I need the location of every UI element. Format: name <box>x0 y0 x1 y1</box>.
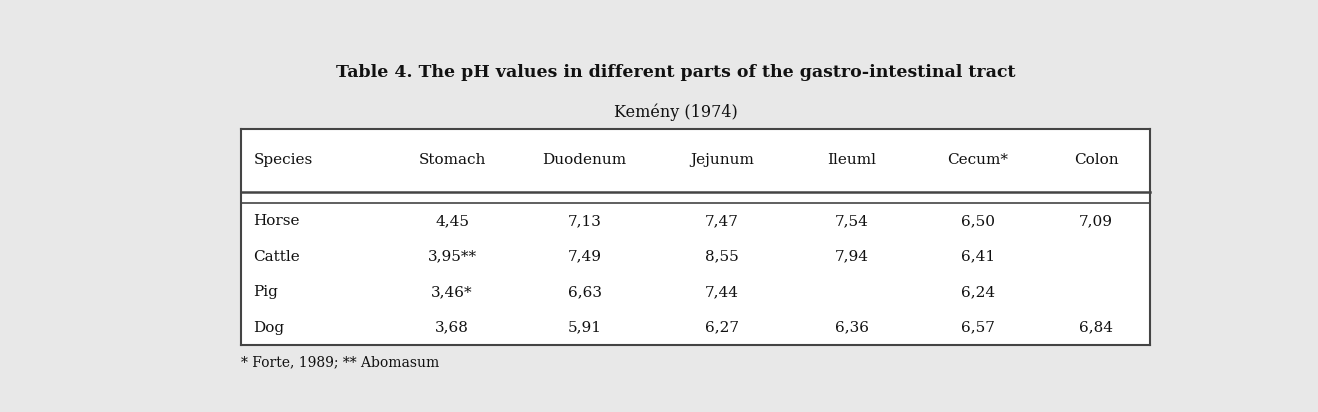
Text: 6,41: 6,41 <box>961 250 995 264</box>
Text: 6,84: 6,84 <box>1079 321 1112 335</box>
Text: Colon: Colon <box>1074 154 1118 167</box>
Text: 7,13: 7,13 <box>568 214 601 228</box>
Text: Dog: Dog <box>253 321 285 335</box>
Text: 8,55: 8,55 <box>705 250 739 264</box>
Text: Kemény (1974): Kemény (1974) <box>614 103 737 121</box>
Text: * Forte, 1989; ** Abomasum: * Forte, 1989; ** Abomasum <box>241 355 440 369</box>
Text: Horse: Horse <box>253 214 301 228</box>
Text: 7,09: 7,09 <box>1079 214 1112 228</box>
Text: Species: Species <box>253 154 312 167</box>
Text: 7,94: 7,94 <box>836 250 869 264</box>
Text: 7,54: 7,54 <box>836 214 869 228</box>
Text: 7,44: 7,44 <box>705 285 739 299</box>
Text: 4,45: 4,45 <box>435 214 469 228</box>
Text: Table 4. The pH values in different parts of the gastro-intestinal tract: Table 4. The pH values in different part… <box>336 64 1015 81</box>
Text: 5,91: 5,91 <box>568 321 601 335</box>
Text: Cattle: Cattle <box>253 250 301 264</box>
Text: Jejunum: Jejunum <box>691 154 754 167</box>
Text: 6,24: 6,24 <box>961 285 995 299</box>
Text: 7,47: 7,47 <box>705 214 739 228</box>
Text: 7,49: 7,49 <box>568 250 601 264</box>
Text: 6,57: 6,57 <box>961 321 995 335</box>
Text: Cecum*: Cecum* <box>948 154 1008 167</box>
Text: 6,36: 6,36 <box>836 321 869 335</box>
Text: 3,46*: 3,46* <box>431 285 473 299</box>
Text: 6,27: 6,27 <box>705 321 739 335</box>
Text: Stomach: Stomach <box>418 154 486 167</box>
Text: Ileuml: Ileuml <box>828 154 876 167</box>
Text: 6,63: 6,63 <box>568 285 601 299</box>
Text: 3,68: 3,68 <box>435 321 469 335</box>
Text: 6,50: 6,50 <box>961 214 995 228</box>
Text: Pig: Pig <box>253 285 278 299</box>
Text: Duodenum: Duodenum <box>543 154 626 167</box>
Text: 3,95**: 3,95** <box>427 250 477 264</box>
